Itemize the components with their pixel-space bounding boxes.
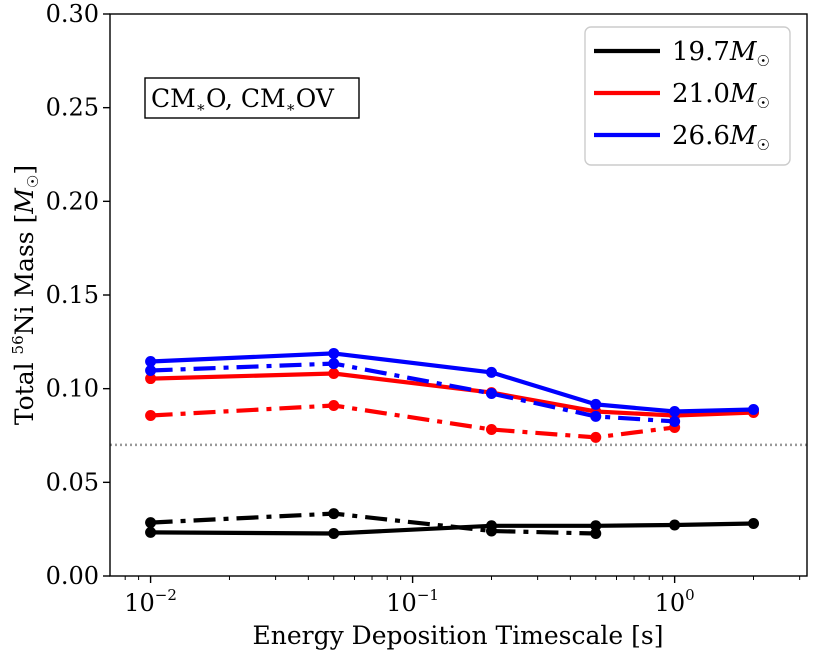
data-point: [748, 518, 760, 530]
data-point: [328, 347, 340, 359]
series-line: [150, 403, 675, 440]
y-tick-label: 0.10: [46, 375, 99, 403]
data-point: [328, 508, 340, 520]
data-point: [145, 373, 157, 385]
tick-layer: 0.00 0.05 0.10 0.15 0.20 0.25 0.30 10−2 10−1 100: [46, 0, 801, 617]
data-point: [485, 366, 497, 378]
y-tick-label: 0.30: [46, 0, 99, 28]
series-line: [150, 361, 675, 424]
series-0: [145, 518, 760, 539]
legend-frame: [584, 26, 791, 166]
data-point: [669, 519, 681, 531]
series-line: [150, 371, 754, 418]
data-point: [145, 517, 157, 529]
series-line: [150, 511, 596, 536]
legend-entry: 26.6M☉: [594, 121, 770, 154]
data-point: [669, 406, 681, 418]
legend-label: 26.6M☉: [672, 121, 770, 154]
legend-entry: 21.0M☉: [594, 79, 770, 112]
series-5: [145, 358, 681, 427]
data-point: [669, 415, 681, 427]
x-tick-label: 10−1: [386, 586, 439, 617]
data-point: [145, 364, 157, 376]
data-point: [590, 520, 602, 532]
data-point: [145, 526, 157, 538]
data-point: [328, 358, 340, 370]
data-point: [485, 424, 497, 436]
legend: 19.7M☉ 21.0M☉ 26.6M☉: [584, 26, 791, 166]
annotation-box: [144, 77, 360, 119]
y-tick-label: 0.25: [46, 94, 99, 122]
data-point: [590, 410, 602, 422]
data-point: [328, 400, 340, 412]
y-tick-label: 0.20: [46, 187, 99, 215]
data-point: [590, 398, 602, 410]
annotation-text: CM∗O, CM∗OV: [151, 84, 335, 116]
series-4: [145, 347, 760, 418]
legend-entry: 19.7M☉: [594, 37, 770, 70]
series-1: [145, 508, 602, 539]
series-line: [150, 351, 754, 414]
data-point: [145, 409, 157, 421]
y-tick-label: 0.15: [46, 281, 99, 309]
data-point: [485, 388, 497, 400]
data-point: [748, 403, 760, 415]
series-layer: [145, 347, 760, 539]
x-axis-label: Energy Deposition Timescale [s]: [252, 621, 663, 650]
data-point: [590, 431, 602, 443]
x-tick-label: 10−2: [124, 586, 177, 617]
data-point: [328, 527, 340, 539]
x-tick-label: 100: [655, 586, 695, 617]
data-point: [328, 367, 340, 379]
data-point: [485, 525, 497, 537]
y-tick-label: 0.05: [46, 468, 99, 496]
data-point: [590, 527, 602, 539]
annotation: CM∗O, CM∗OV: [144, 77, 360, 119]
legend-label: 21.0M☉: [672, 79, 770, 112]
y-axis-label: Total 56Ni Mass [M☉]: [9, 165, 42, 425]
legend-label: 19.7M☉: [672, 37, 770, 70]
data-point: [145, 356, 157, 368]
series-line: [150, 521, 754, 536]
y-tick-label: 0.00: [46, 562, 99, 590]
